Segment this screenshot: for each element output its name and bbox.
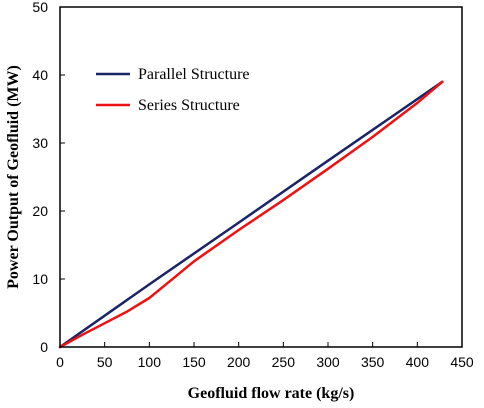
y-tick-label: 20 [32, 203, 48, 219]
series-line-series [58, 80, 444, 349]
series-line-parallel [58, 80, 444, 349]
y-tick-label: 10 [32, 271, 48, 287]
legend-label: Parallel Structure [138, 66, 250, 83]
legend-label: Series Structure [138, 97, 240, 114]
x-tick-label: 400 [406, 354, 430, 370]
x-tick-label: 250 [272, 354, 296, 370]
x-tick-label: 0 [56, 354, 64, 370]
y-tick-label: 50 [32, 0, 48, 15]
x-axis-title: Geofluid flow rate (kg/s) [188, 385, 355, 402]
series-layer [58, 80, 444, 349]
x-tick-label: 350 [361, 354, 385, 370]
x-tick-label: 300 [316, 354, 340, 370]
y-axis-title: Power Output of Geofluid (MW) [5, 65, 22, 289]
x-tick-label: 100 [138, 354, 162, 370]
y-tick-label: 0 [40, 339, 48, 355]
x-tick-label: 50 [97, 354, 113, 370]
x-tick-label: 450 [450, 354, 474, 370]
y-tick-label: 30 [32, 135, 48, 151]
x-tick-label: 150 [182, 354, 206, 370]
y-tick-label: 40 [32, 67, 48, 83]
legend: Parallel Structure Series Structure [96, 66, 250, 114]
x-tick-label: 200 [227, 354, 251, 370]
ticks-layer: 0 50 100 150 200 250 300 350 400 450 0 10 20 30 40 50 [32, 0, 473, 370]
plot-frame [59, 6, 463, 348]
